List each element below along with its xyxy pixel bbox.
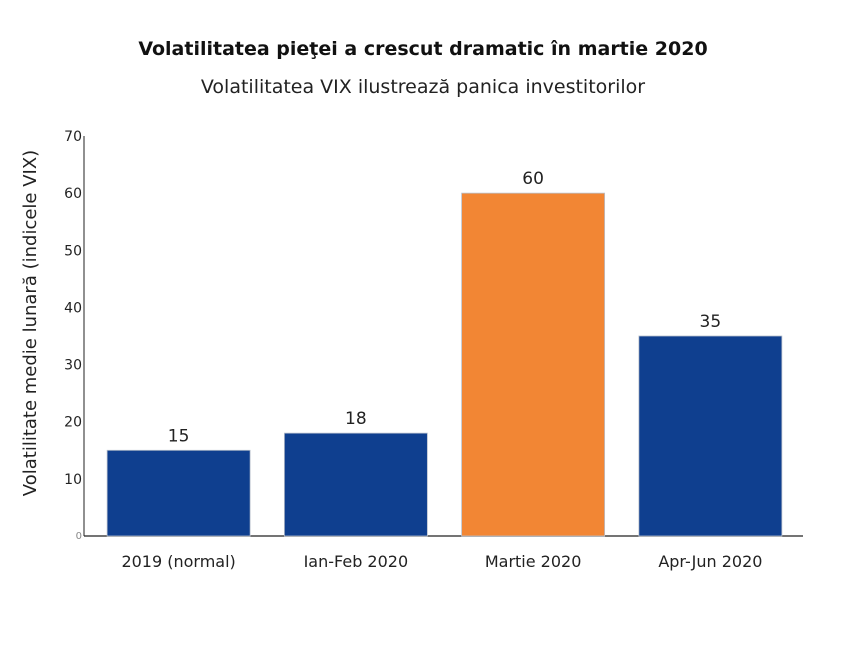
x-tick-label: 2019 (normal) [121,552,235,571]
chart-subtitle: Volatilitatea VIX ilustrează panica inve… [200,76,646,98]
bar-4 [638,335,783,537]
y-tick-label: 50 [64,243,82,259]
y-tick-label: 10 [64,472,82,488]
y-tick-label: 60 [64,186,82,202]
data-label: 18 [345,409,367,429]
bar-1 [106,449,251,537]
bar-3 [461,192,606,537]
data-label: 35 [700,312,722,332]
x-tick-label: Apr-Jun 2020 [658,552,762,571]
y-tick-label: 20 [64,415,82,431]
data-label: 15 [168,426,190,446]
data-label: 60 [522,169,544,189]
chart-title: Volatilitatea pieţei a crescut dramatic … [138,38,708,60]
x-tick-label: Ian-Feb 2020 [304,552,409,571]
bar-2 [283,432,428,537]
x-tick-label: Martie 2020 [485,552,582,571]
y-tick-label: 40 [64,300,82,316]
y-tick-label: 70 [64,129,82,145]
y-tick-label: 30 [64,358,82,374]
y-axis-title: Volatilitate medie lunară (indicele VIX) [20,150,41,496]
y-tick-label: 0 [76,531,82,542]
